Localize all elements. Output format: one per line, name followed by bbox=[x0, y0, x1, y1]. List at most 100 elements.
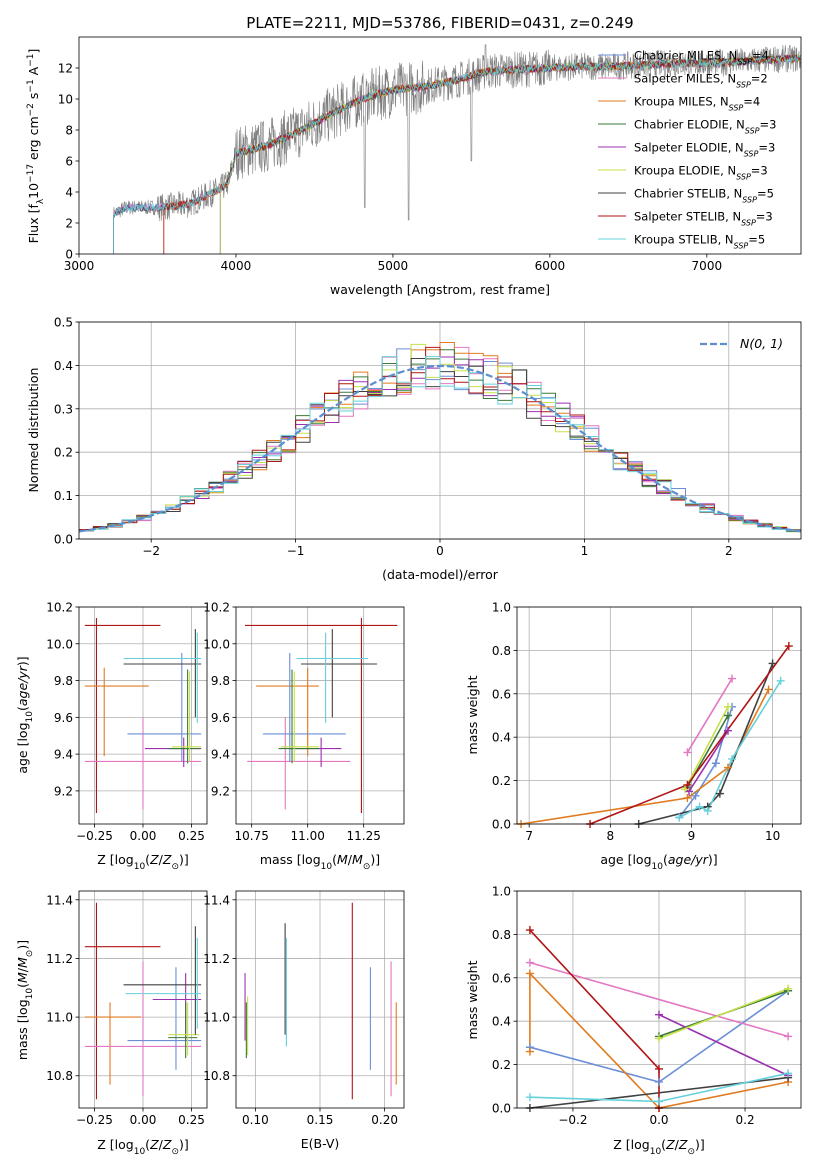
y-tick-label: 9.4 bbox=[211, 748, 230, 762]
legend-text: Kroupa ELODIE, N bbox=[634, 164, 736, 178]
y-tick-label: 11.0 bbox=[203, 1011, 230, 1025]
y-axis-label: Flux [fλ10−17 erg cm−2 s−1 A−1] bbox=[26, 49, 46, 244]
x-axis-label-part: )] bbox=[370, 852, 380, 867]
axes-age_vs_mass: 10.75 11.00 11.25 9.2 9.4 9.6 9.8 10.0 10.2 mass … bbox=[203, 601, 405, 872]
x-tick-label: −0.2 bbox=[558, 1113, 587, 1127]
plot-area-mass_vs_EBV bbox=[244, 902, 397, 1100]
legend-sub: SSP bbox=[736, 172, 751, 181]
y-tick-label: 9.4 bbox=[54, 748, 73, 762]
y-tick-label: 0.4 bbox=[492, 1015, 511, 1029]
x-tick-label: 0.25 bbox=[178, 1113, 205, 1127]
weight-marker-chabrier-stelib bbox=[715, 789, 724, 798]
legend-sub: SSP bbox=[737, 57, 752, 66]
axes-spectrum: 3000 4000 5000 6000 7000 0 2 4 6 8 10 12 Chabrier MI… bbox=[26, 36, 802, 297]
x-tick-label: 2 bbox=[725, 544, 733, 558]
y-axis-label-part: ] bbox=[26, 49, 41, 54]
x-axis-label: mass [log10(M/M⊙)] bbox=[260, 852, 380, 872]
weight-marker-salpeter-miles bbox=[525, 958, 534, 967]
y-axis-label: mass weight bbox=[465, 960, 480, 1039]
x-tick-label: 0.2 bbox=[736, 1113, 755, 1127]
y-axis-label-part: mass [log bbox=[15, 999, 30, 1060]
weight-marker-salpeter-miles bbox=[683, 748, 692, 757]
weight-marker-chabrier-stelib bbox=[768, 659, 777, 668]
weight-marker-kroupa-elodie bbox=[655, 1034, 663, 1043]
weight-marker-salpeter-stelib bbox=[683, 780, 692, 789]
axes-frame bbox=[235, 890, 405, 1109]
y-tick-label: 4 bbox=[65, 186, 73, 200]
x-axis-label-part: Z [log bbox=[613, 1137, 649, 1152]
x-axis-label-part: Z bbox=[149, 1137, 159, 1152]
legend-sub: SSP bbox=[745, 126, 760, 135]
y-axis-label-part: s bbox=[26, 93, 41, 104]
x-tick-label: 0.15 bbox=[307, 1113, 334, 1127]
weight-marker-kroupa-stelib bbox=[525, 1093, 534, 1102]
figure-title: PLATE=2211, MJD=53786, FIBERID=0431, z=0… bbox=[246, 14, 633, 32]
plot-area-mass_vs_Z bbox=[84, 902, 202, 1100]
x-axis-label-part: ⊙ bbox=[171, 862, 179, 872]
x-tick-label: 11.00 bbox=[291, 829, 325, 843]
y-tick-label: 11.4 bbox=[203, 893, 230, 907]
x-tick-label: 5000 bbox=[378, 259, 409, 273]
x-tick-label: 9 bbox=[688, 829, 696, 843]
y-tick-label: 0.8 bbox=[492, 928, 511, 942]
legend-sub: SSP bbox=[742, 195, 757, 204]
axes-frame bbox=[516, 890, 802, 1109]
weight-marker-salpeter-elodie bbox=[685, 787, 694, 796]
weight-line-salpeter-elodie bbox=[658, 1013, 789, 1077]
plot-area-age_vs_mass bbox=[244, 618, 398, 813]
y-axis-label-part: ( bbox=[15, 983, 30, 988]
x-tick-label: 0.20 bbox=[371, 1113, 398, 1127]
legend-text: Salpeter MILES, N bbox=[634, 72, 736, 86]
legend-text: =3 bbox=[760, 118, 777, 132]
weight-line-kroupa-elodie bbox=[658, 987, 789, 1040]
x-axis-label-part: Z bbox=[665, 1137, 675, 1152]
weight-line-salpeter-miles bbox=[529, 961, 789, 1038]
y-axis-label-part: age [log bbox=[15, 722, 30, 773]
model-line-salpeter-stelib-n-ssp-3 bbox=[163, 54, 801, 254]
x-axis-label: age [log10(age/yr)] bbox=[600, 852, 717, 872]
weight-line-kroupa-miles bbox=[520, 689, 770, 824]
y-axis-label: mass [log10(M/M⊙)] bbox=[15, 940, 35, 1060]
histogram-kroupa-stelib bbox=[79, 356, 801, 534]
weight-marker-kroupa-elodie bbox=[680, 785, 689, 794]
y-axis-label-part: / bbox=[15, 967, 30, 972]
legend-text: =3 bbox=[758, 141, 775, 155]
plot-area-weight_vs_age bbox=[520, 645, 790, 824]
x-axis-label-part: Z [log bbox=[97, 1137, 133, 1152]
x-axis-label-part: ( bbox=[332, 852, 337, 867]
y-tick-label: 9.2 bbox=[211, 784, 230, 798]
y-tick-label: 10.0 bbox=[46, 637, 73, 651]
y-tick-label: 0.0 bbox=[54, 533, 73, 547]
weight-marker-kroupa-miles bbox=[525, 969, 534, 978]
x-axis-label-part: 10 bbox=[321, 862, 333, 872]
x-tick-label: 0.25 bbox=[178, 829, 205, 843]
weight-marker-salpeter-miles bbox=[784, 1032, 793, 1041]
x-axis-label: Z [log10(Z/Z⊙)] bbox=[97, 852, 189, 872]
weight-marker-kroupa-stelib bbox=[784, 1069, 793, 1078]
x-axis-label-part: Z bbox=[149, 852, 159, 867]
y-axis-label-part: Flux [f bbox=[26, 204, 41, 244]
legend-text: =3 bbox=[756, 210, 773, 224]
legend-label-salpeter-miles-n-ssp-2: Salpeter MILES, NSSP=2 bbox=[634, 72, 768, 90]
x-tick-label: 0.10 bbox=[242, 1113, 269, 1127]
legend-label-chabrier-stelib-n-ssp-5: Chabrier STELIB, NSSP=5 bbox=[634, 187, 774, 205]
y-tick-label: 9.8 bbox=[54, 674, 73, 688]
x-tick-label: 7 bbox=[525, 829, 533, 843]
x-axis-label-part: )] bbox=[708, 852, 718, 867]
x-axis-label-part: ( bbox=[145, 852, 150, 867]
axes-mass_vs_EBV: 0.10 0.15 0.20 10.8 11.0 11.2 11.4 E(B-V) bbox=[203, 890, 405, 1151]
legend-label-kroupa-elodie-n-ssp-3: Kroupa ELODIE, NSSP=3 bbox=[634, 164, 768, 182]
legend-text: Salpeter STELIB, N bbox=[634, 210, 741, 224]
y-tick-label: 0.8 bbox=[492, 644, 511, 658]
legend-text: =5 bbox=[757, 187, 774, 201]
axes-frame bbox=[78, 36, 802, 255]
weight-marker-chabrier-miles bbox=[655, 1077, 663, 1086]
x-tick-label: 10.75 bbox=[235, 829, 269, 843]
axes-age_vs_Z: −0.25 0.00 0.259.29.49.69.810.010.2Z [log1… bbox=[15, 601, 208, 872]
weight-line-salpeter-elodie bbox=[688, 730, 729, 792]
legend-label-salpeter-elodie-n-ssp-3: Salpeter ELODIE, NSSP=3 bbox=[634, 141, 775, 159]
y-axis-label: age [log10(age/yr)] bbox=[15, 656, 35, 773]
x-axis-label: Z [log10(Z/Z⊙)] bbox=[613, 1137, 705, 1157]
